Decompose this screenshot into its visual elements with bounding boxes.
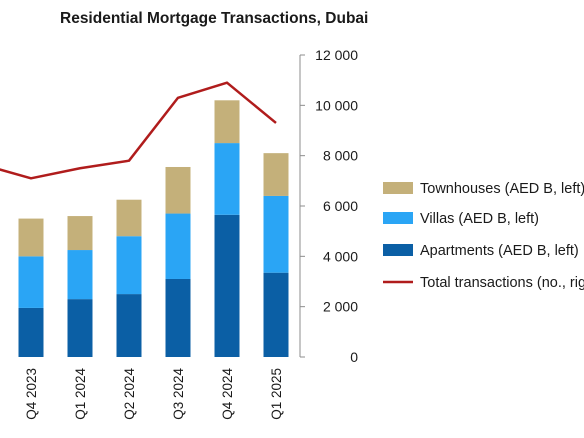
bar-villas (67, 250, 93, 300)
line-total-transactions (0, 81, 277, 180)
bar-villas (116, 236, 142, 295)
y-tick-label: 0 (350, 349, 358, 365)
bar-apartments (67, 299, 93, 357)
legend-label: Townhouses (AED B, left) (420, 181, 584, 197)
y-tick-label: 12 000 (315, 47, 358, 63)
x-tick-label: Q3 2024 (171, 368, 186, 420)
legend-swatch (383, 212, 413, 224)
bar-townhouses (263, 153, 289, 196)
bar-apartments (116, 294, 142, 357)
x-tick-label: Q1 2024 (73, 368, 88, 420)
chart-title: Residential Mortgage Transactions, Dubai (60, 10, 369, 27)
bar-townhouses (214, 100, 240, 144)
y-tick-label: 4 000 (323, 248, 358, 264)
legend-label: Villas (AED B, left) (420, 211, 539, 227)
bar-townhouses (165, 166, 191, 214)
bar-villas (18, 256, 44, 308)
bar-townhouses (18, 218, 44, 257)
bar-apartments (18, 307, 44, 357)
legend-label: Total transactions (no., right) (420, 275, 584, 291)
y-tick-label: 10 000 (315, 97, 358, 113)
y-tick-label: 8 000 (323, 148, 358, 164)
bar-apartments (214, 214, 240, 357)
x-tick-label: Q2 2024 (122, 368, 137, 420)
bar-apartments (165, 278, 191, 357)
bar-apartments (263, 272, 289, 357)
y-tick-label: 6 000 (323, 198, 358, 214)
bar-villas (263, 195, 289, 273)
x-tick-label: Q4 2024 (220, 368, 235, 420)
legend-label: Apartments (AED B, left) (420, 243, 579, 259)
legend-swatch (383, 182, 413, 194)
x-tick-label: Q1 2025 (269, 368, 284, 420)
legend-swatch (383, 244, 413, 256)
bar-villas (165, 213, 191, 279)
bar-townhouses (116, 199, 142, 237)
bar-villas (214, 143, 240, 215)
x-tick-label: Q4 2023 (24, 368, 39, 420)
y-tick-label: 2 000 (323, 299, 358, 315)
bar-townhouses (67, 216, 93, 251)
